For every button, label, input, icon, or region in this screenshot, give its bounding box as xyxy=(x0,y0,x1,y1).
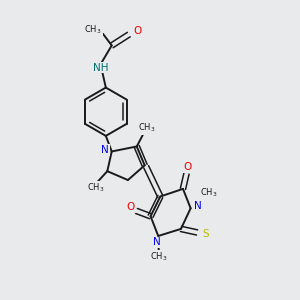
Text: N: N xyxy=(101,145,109,155)
Text: CH$_3$: CH$_3$ xyxy=(150,251,168,263)
Text: NH: NH xyxy=(93,63,109,73)
Text: CH$_3$: CH$_3$ xyxy=(138,122,155,134)
Text: CH$_3$: CH$_3$ xyxy=(84,24,102,36)
Text: O: O xyxy=(133,26,141,36)
Text: O: O xyxy=(126,202,135,212)
Text: N: N xyxy=(153,238,160,248)
Text: CH$_3$: CH$_3$ xyxy=(200,187,217,199)
Text: N: N xyxy=(194,201,202,211)
Text: O: O xyxy=(183,162,191,172)
Text: S: S xyxy=(202,229,209,239)
Text: CH$_3$: CH$_3$ xyxy=(87,182,104,194)
